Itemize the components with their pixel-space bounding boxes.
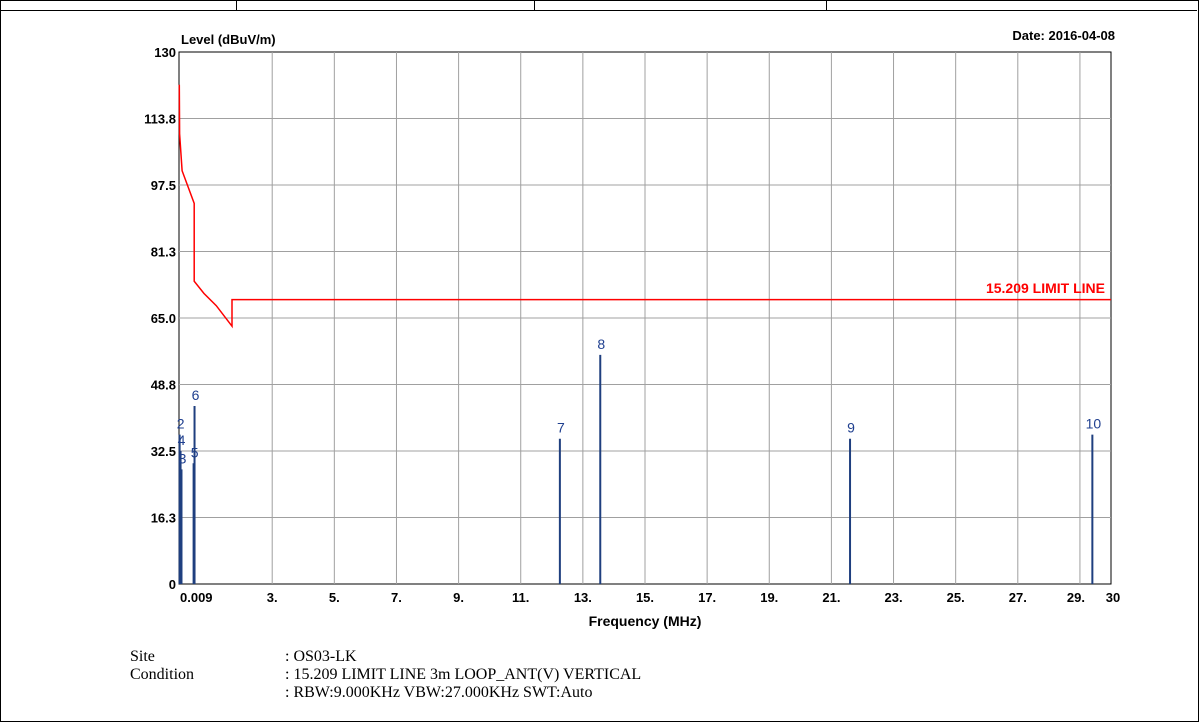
y-axis-label: Level (dBuV/m) <box>181 32 276 47</box>
x-tick-label: 7. <box>391 590 402 605</box>
condition-row-2: : RBW:9.000KHz VBW:27.000KHz SWT:Auto <box>0 684 1199 704</box>
x-axis-label: Frequency (MHz) <box>589 613 702 629</box>
x-tick-label: 17. <box>698 590 716 605</box>
header-cell-divider <box>236 0 237 10</box>
x-tick-label: 21. <box>822 590 840 605</box>
y-tick-label: 81.3 <box>151 245 176 260</box>
x-tick-label: 25. <box>947 590 965 605</box>
x-tick-label: 27. <box>1009 590 1027 605</box>
x-tick-labels: 0.009 3. 5. 7. 9. 11. 13. 15. 17. 19. 21. 23. 25. 27.… <box>180 590 1120 605</box>
x-tick-label: 9. <box>453 590 464 605</box>
x-tick-label: 29. <box>1067 590 1085 605</box>
grid-lines <box>179 52 1111 584</box>
marker-label: 10 <box>1086 416 1102 432</box>
y-tick-label: 97.5 <box>151 178 176 193</box>
x-tick-label: 15. <box>636 590 654 605</box>
condition-value-2: : RBW:9.000KHz VBW:27.000KHz SWT:Auto <box>285 684 593 701</box>
y-tick-labels: 0 16.3 32.5 48.8 65.0 81.3 97.5 113.8 130 <box>144 45 176 592</box>
y-tick-label: 113.8 <box>144 112 176 127</box>
limit-line-group <box>178 84 1111 329</box>
header-cell-divider <box>826 0 827 10</box>
x-tick-label: 13. <box>574 590 592 605</box>
site-label: Site <box>130 648 155 665</box>
site-value: : OS03-LK <box>285 648 357 665</box>
y-tick-label: 16.3 <box>151 511 176 526</box>
x-tick-label: 30 <box>1106 590 1120 605</box>
condition-label: Condition <box>130 666 195 683</box>
marker-label: 2 <box>177 416 185 432</box>
y-tick-label: 32.5 <box>151 444 176 459</box>
marker-label: 3 <box>179 450 187 466</box>
emission-markers: 2435678910 <box>177 336 1102 584</box>
marker-label: 7 <box>557 420 565 436</box>
x-tick-label: 3. <box>267 590 278 605</box>
limit-line <box>178 84 1111 329</box>
y-tick-label: 65.0 <box>151 311 176 326</box>
y-tick-label: 0 <box>169 577 176 592</box>
x-tick-label: 23. <box>884 590 902 605</box>
y-tick-label: 48.8 <box>151 378 176 393</box>
x-tick-label: 0.009 <box>180 590 213 605</box>
header-cell-divider <box>534 0 535 10</box>
limit-line-label: 15.209 LIMIT LINE <box>986 280 1105 296</box>
emission-chart: 0 16.3 32.5 48.8 65.0 81.3 97.5 113.8 130 0.009 3… <box>144 28 1120 629</box>
marker-label: 8 <box>597 336 605 352</box>
condition-value: : 15.209 LIMIT LINE 3m LOOP_ANT(V) VERTI… <box>285 666 642 683</box>
condition-row: Condition : 15.209 LIMIT LINE 3m LOOP_AN… <box>0 666 1199 686</box>
marker-label: 6 <box>192 387 200 403</box>
marker-label: 4 <box>178 432 186 448</box>
y-tick-label: 130 <box>154 45 176 60</box>
date-label: Date: 2016-04-08 <box>1012 28 1115 43</box>
site-row: Site : OS03-LK <box>0 648 1199 668</box>
header-table-strip <box>0 0 1197 11</box>
x-tick-label: 19. <box>760 590 778 605</box>
marker-label: 9 <box>847 420 855 436</box>
x-tick-label: 5. <box>329 590 340 605</box>
x-tick-label: 11. <box>512 590 529 605</box>
